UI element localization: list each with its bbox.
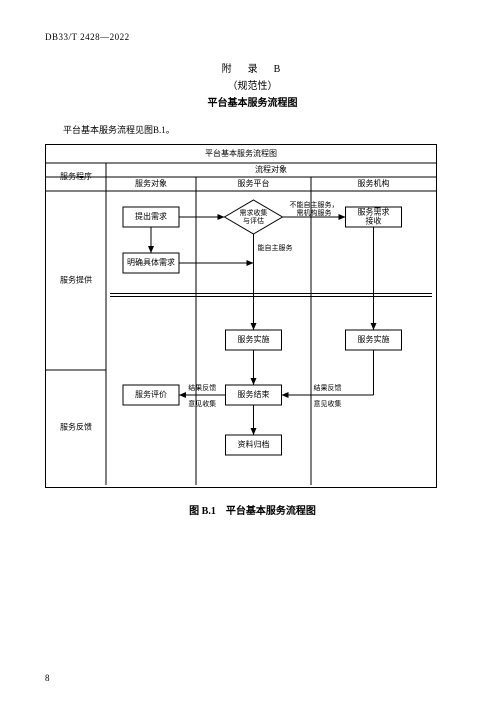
col-0: 服务对象: [135, 178, 167, 188]
doc-code: DB33/T 2428—2022: [45, 32, 460, 42]
appendix-line: 附 录 B: [45, 60, 460, 75]
flowchart-figure: 平台基本服务流程图服务程序 流程对象服务对象 服务平台 服务机构服务提供服务反馈 提出需…: [45, 144, 437, 488]
col-group: 流程对象: [255, 164, 287, 174]
appendix-title: 平台基本服务流程图: [45, 94, 460, 109]
rowlab-0: 服务提供: [60, 274, 92, 284]
page-content: DB33/T 2428—2022 附 录 B （规范性） 平台基本服务流程图 平…: [45, 32, 460, 517]
node-impl-platform-label: 服务实施: [238, 334, 270, 344]
lbl-cannot: 不能自主服务，需机构服务: [290, 200, 339, 217]
lbl-can: 能自主服务: [258, 243, 293, 252]
lbl-op2: 意见收集: [314, 399, 342, 408]
col-1: 服务平台: [238, 178, 270, 188]
node-decision-label: 需求收集与评估: [240, 208, 268, 225]
node-need-label: 提出需求: [135, 211, 167, 221]
row-header: 服务程序: [60, 171, 92, 181]
page-number: 8: [45, 673, 50, 683]
node-clarify-label: 明确具体需求: [127, 257, 175, 267]
figure-caption: 图 B.1 平台基本服务流程图: [45, 502, 460, 517]
intro-text: 平台基本服务流程见图B.1。: [45, 123, 460, 136]
node-impl-org-label: 服务实施: [358, 334, 390, 344]
node-eval-label: 服务评价: [135, 389, 167, 399]
node-end-label: 服务结束: [238, 389, 270, 399]
lbl-op1: 意见收集: [188, 399, 216, 408]
lbl-fb1: 结果反馈: [188, 383, 216, 392]
node-archive-label: 资料归档: [238, 439, 270, 449]
normative-line: （规范性）: [45, 77, 460, 92]
rowlab-1: 服务反馈: [60, 421, 92, 431]
figure-title: 平台基本服务流程图: [205, 148, 277, 158]
flowchart-svg: 平台基本服务流程图服务程序 流程对象服务对象 服务平台 服务机构服务提供服务反馈 提出需…: [46, 145, 436, 485]
col-2: 服务机构: [358, 178, 390, 188]
lbl-fb2: 结果反馈: [314, 383, 342, 392]
